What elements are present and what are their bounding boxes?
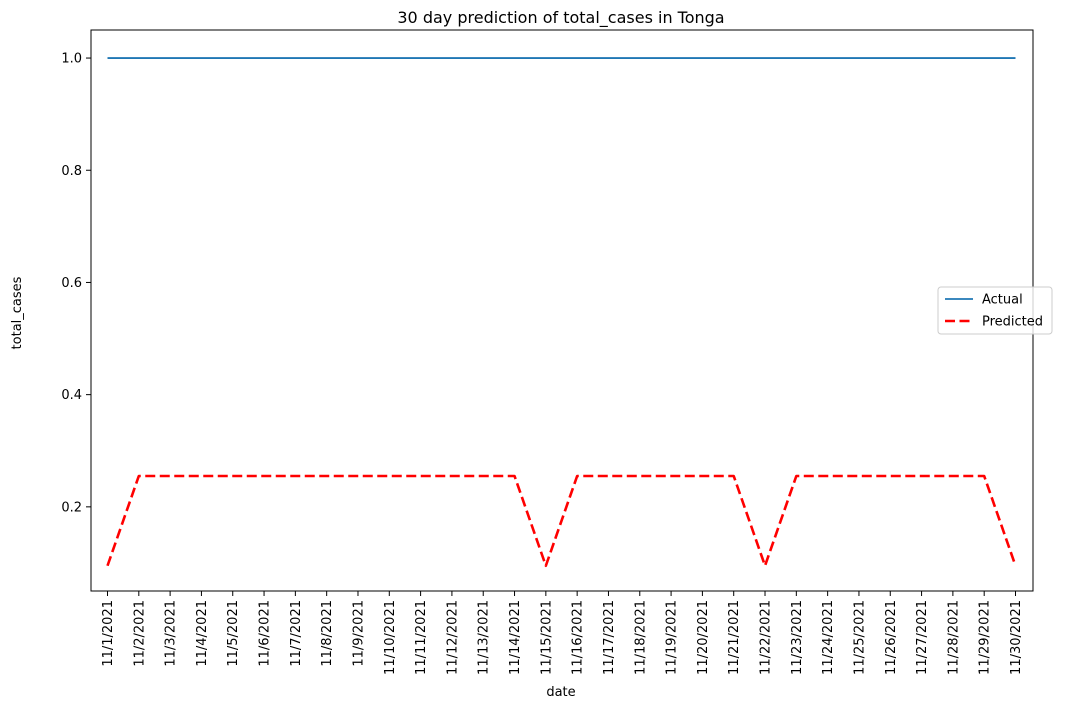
- x-tick-label: 11/26/2021: [884, 600, 899, 675]
- x-tick-label: 11/14/2021: [508, 600, 523, 675]
- x-axis-label: date: [546, 685, 575, 700]
- x-tick-label: 11/21/2021: [727, 600, 742, 675]
- x-tick-label: 11/28/2021: [946, 600, 961, 675]
- x-tick-label: 11/16/2021: [571, 600, 586, 675]
- chart-title: 30 day prediction of total_cases in Tong…: [397, 8, 724, 28]
- y-tick-label: 0.4: [61, 388, 82, 403]
- legend-label-actual: Actual: [982, 293, 1023, 308]
- x-tick-label: 11/10/2021: [383, 600, 398, 675]
- x-tick-label: 11/7/2021: [289, 600, 304, 667]
- series-line-predicted: [106, 474, 1017, 568]
- x-tick-label: 11/17/2021: [602, 600, 617, 675]
- x-tick-label: 11/12/2021: [445, 600, 460, 675]
- x-tick-label: 11/15/2021: [539, 600, 554, 675]
- x-tick-label: 11/2/2021: [132, 600, 147, 667]
- x-tick-label: 11/3/2021: [164, 600, 179, 667]
- x-tick-label: 11/27/2021: [915, 600, 930, 675]
- x-tick-label: 11/23/2021: [790, 600, 805, 675]
- x-tick-label: 11/1/2021: [101, 600, 116, 667]
- x-tick-label: 11/30/2021: [1009, 600, 1024, 675]
- y-tick-label: 0.8: [61, 164, 82, 179]
- x-tick-label: 11/11/2021: [414, 600, 429, 675]
- x-tick-label: 11/25/2021: [852, 600, 867, 675]
- x-tick-label: 11/9/2021: [351, 600, 366, 667]
- legend-label-predicted: Predicted: [982, 315, 1043, 330]
- x-tick-label: 11/5/2021: [226, 600, 241, 667]
- series-layer: [106, 57, 1017, 568]
- y-tick-label: 0.6: [61, 276, 82, 291]
- y-axis: 0.2 0.4 0.6 0.8 1.0: [61, 52, 91, 515]
- x-tick-label: 11/13/2021: [477, 600, 492, 675]
- x-tick-label: 11/4/2021: [195, 600, 210, 667]
- legend: Actual Predicted: [937, 286, 1053, 335]
- y-tick-label: 1.0: [61, 52, 82, 67]
- x-axis: 11/1/2021 11/2/2021 11/3/2021 11/4/2021 11/5…: [101, 591, 1024, 675]
- x-tick-label: 11/6/2021: [258, 600, 273, 667]
- x-tick-label: 11/8/2021: [320, 600, 335, 667]
- x-tick-label: 11/29/2021: [978, 600, 993, 675]
- x-tick-label: 11/18/2021: [633, 600, 648, 675]
- y-tick-label: 0.2: [61, 500, 82, 515]
- x-tick-label: 11/24/2021: [821, 600, 836, 675]
- x-tick-label: 11/20/2021: [696, 600, 711, 675]
- x-tick-label: 11/22/2021: [759, 600, 774, 675]
- x-tick-label: 11/19/2021: [665, 600, 680, 675]
- y-axis-label: total_cases: [10, 276, 25, 349]
